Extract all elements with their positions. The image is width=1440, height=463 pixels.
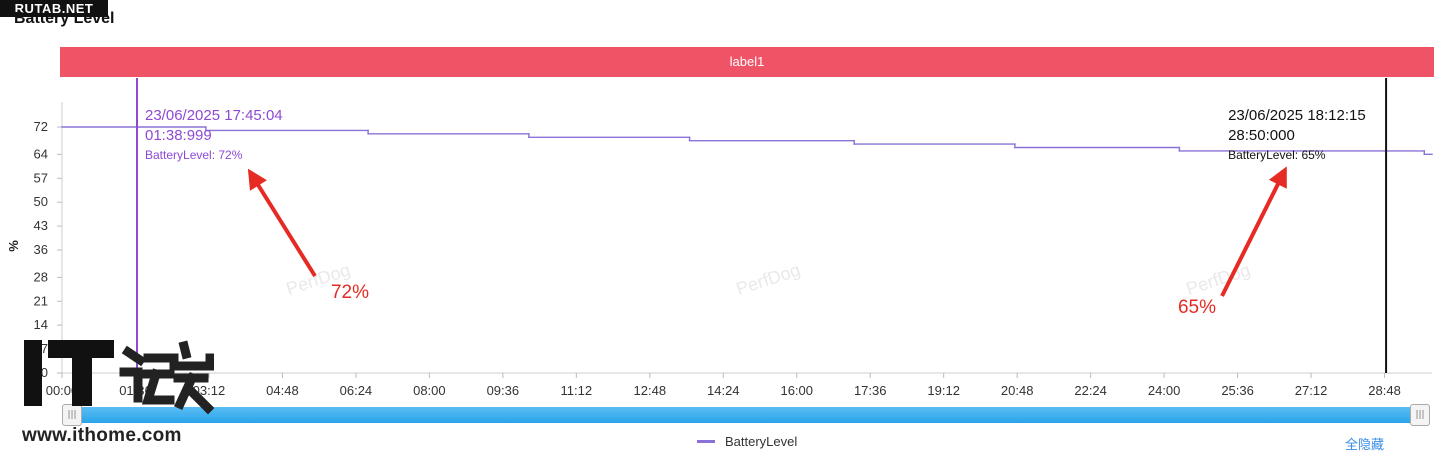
series-point	[688, 139, 691, 142]
annotation-arrow-2	[1220, 166, 1287, 297]
legend-swatch	[697, 440, 715, 443]
series-point	[1431, 153, 1433, 156]
series-point	[61, 126, 63, 128]
x-tick-label: 00:00	[46, 383, 79, 398]
hide-all-button[interactable]: 全隐藏	[1345, 438, 1385, 453]
ithome-logo-icon	[24, 340, 214, 415]
series-point	[1014, 146, 1016, 149]
y-tick-label: 50	[34, 194, 48, 209]
tooltip-elapsed: 28:50:000	[1228, 127, 1295, 144]
label-bar: label1	[60, 47, 1434, 77]
series-point	[367, 133, 369, 135]
series-point	[205, 126, 207, 128]
chart-title: Battery Level	[14, 10, 115, 27]
y-tick-label: 7	[41, 341, 48, 356]
x-tick-label: 09:36	[487, 383, 520, 398]
y-tick-label: 57	[34, 170, 48, 185]
x-tick-label: 24:00	[1148, 383, 1181, 398]
series-point	[853, 139, 855, 142]
x-tick-label: 22:24	[1074, 383, 1107, 398]
x-tick-label: 17:36	[854, 383, 887, 398]
x-tick-label: 12:48	[634, 383, 667, 398]
tooltip-date: 23/06/2025 18:12:15	[1228, 107, 1366, 124]
series-point	[1423, 153, 1426, 156]
perfdog-watermark: PerfDog	[1184, 260, 1253, 299]
x-tick-label: 14:24	[707, 383, 740, 398]
legend-item-batterylevel[interactable]: BatteryLevel	[697, 434, 797, 449]
series-point	[205, 129, 207, 132]
x-tick-label: 16:00	[780, 383, 813, 398]
y-tick-label: 0	[41, 365, 48, 380]
series-point	[1014, 143, 1016, 145]
series-point	[528, 136, 530, 139]
y-tick-label: 43	[34, 218, 48, 233]
tooltip-value: BatteryLevel: 72%	[145, 148, 243, 162]
tooltip-date: 23/06/2025 17:45:04	[145, 107, 283, 124]
series-point	[1178, 146, 1181, 149]
series-point	[1178, 150, 1181, 152]
perfdog-watermark: PerfDog	[734, 260, 803, 299]
site-badge: RUTAB.NET	[0, 0, 108, 17]
y-tick-label: 28	[34, 269, 48, 284]
x-tick-label: 11:12	[561, 383, 593, 398]
tooltip-elapsed: 01:38:999	[145, 127, 212, 144]
x-tick-label: 04:48	[266, 383, 299, 398]
tooltip-value: BatteryLevel: 65%	[1228, 148, 1326, 162]
x-tick-label: 03:12	[193, 383, 226, 398]
series-point	[853, 143, 855, 145]
range-slider-track[interactable]	[62, 407, 1422, 423]
annotation-arrow-1	[247, 168, 317, 278]
range-handle-right[interactable]: |||	[1410, 404, 1430, 426]
y-tick-label: 72	[34, 119, 48, 134]
series-point	[688, 136, 691, 139]
x-tick-label: 19:12	[927, 383, 960, 398]
x-tick-label: 28:48	[1368, 383, 1401, 398]
annotation-label-1: 72%	[331, 282, 369, 303]
series-point	[528, 133, 530, 135]
x-tick-label: 08:00	[413, 383, 446, 398]
x-tick-label: 20:48	[1001, 383, 1034, 398]
series-point	[1423, 150, 1426, 152]
y-tick-label: 14	[34, 317, 48, 332]
x-tick-label: 25:36	[1221, 383, 1254, 398]
x-tick-label: 06:24	[340, 383, 373, 398]
ithome-url: www.ithome.com	[22, 425, 182, 446]
series-point	[367, 129, 369, 132]
x-tick-label: 27:12	[1295, 383, 1328, 398]
annotation-label-2: 65%	[1178, 297, 1216, 318]
y-axis-label: %	[6, 240, 21, 252]
y-tick-label: 36	[34, 242, 48, 257]
y-tick-label: 21	[34, 293, 48, 308]
series-line-batterylevel[interactable]	[62, 126, 1432, 155]
legend-label: BatteryLevel	[725, 434, 798, 449]
y-tick-label: 64	[34, 146, 48, 161]
